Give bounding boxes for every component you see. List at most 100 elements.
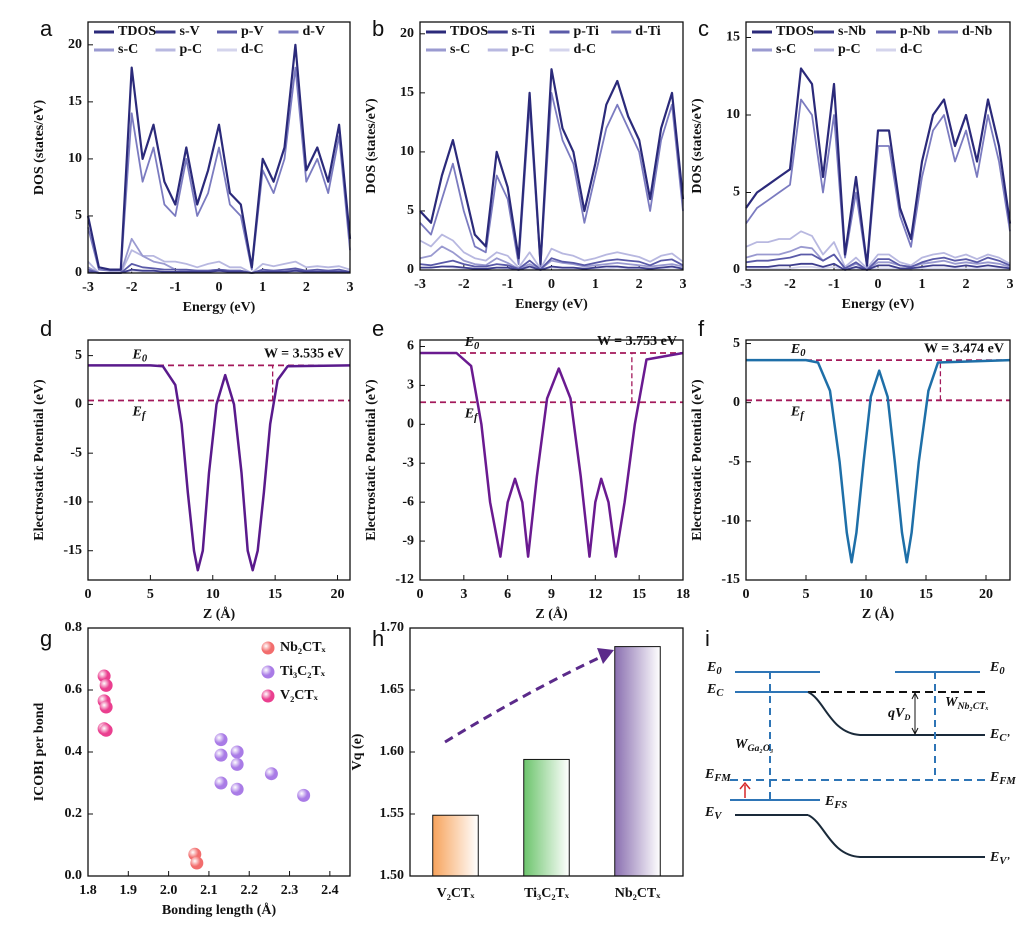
- x-tick-label: 2.2: [240, 883, 258, 898]
- x-tick-label: 2: [636, 277, 643, 292]
- x-tick-label: -3: [414, 277, 426, 292]
- y-tick-label: -15: [63, 543, 82, 558]
- x-tick-label: Nb₂CTₓ: [615, 886, 662, 901]
- panel-label: d: [40, 316, 52, 341]
- x-tick-label: -3: [740, 277, 752, 292]
- label: qVD: [888, 706, 910, 722]
- y-tick-label: 0.8: [65, 620, 83, 635]
- point: [214, 733, 228, 747]
- label: E0: [706, 660, 722, 677]
- y-tick-label: -10: [721, 513, 740, 528]
- legend-label: TDOS: [118, 24, 156, 39]
- plot-frame: [87, 339, 351, 581]
- label-base: E: [706, 660, 716, 675]
- label-sub: V: [714, 811, 722, 822]
- point: [297, 788, 311, 802]
- x-axis-label: Z (Å): [203, 606, 236, 622]
- trend-arrow: [444, 653, 606, 744]
- x-tick-label: Ti₃C₂Tₓ: [524, 886, 570, 901]
- y-tick-label: 20: [400, 26, 414, 41]
- label-base: E: [989, 727, 999, 742]
- plot-frame: [419, 339, 684, 581]
- y-tick-label: -9: [402, 533, 414, 548]
- panel-label: h: [372, 626, 384, 651]
- dos-line: [87, 66, 351, 272]
- panel-label: e: [372, 316, 384, 341]
- x-tick-label: 6: [504, 587, 511, 602]
- bar: [614, 646, 661, 877]
- label-base: E: [132, 405, 142, 420]
- point: [230, 745, 244, 759]
- label-sub: f: [800, 411, 805, 422]
- dos-line: [745, 253, 1011, 271]
- label: Ef: [464, 406, 479, 423]
- legend-label: s-Nb: [838, 24, 866, 39]
- plot-frame: [87, 21, 351, 274]
- label-base: qV: [888, 706, 906, 721]
- x-tick-label: 0: [85, 587, 92, 602]
- x-tick-label: 2.0: [160, 883, 178, 898]
- x-tick-label: 15: [632, 587, 646, 602]
- label: E0: [989, 660, 1005, 677]
- y-tick-label: 1.65: [380, 682, 405, 697]
- x-tick-label: 3: [680, 277, 687, 292]
- plot-frame: [419, 21, 684, 271]
- label-base: E: [464, 406, 474, 421]
- plot-frame: [87, 627, 351, 877]
- potential-line: [420, 351, 684, 558]
- label-sub: Ga₂O₃: [747, 743, 773, 754]
- y-axis-label: DOS (states/eV): [364, 98, 379, 194]
- dos-line: [86, 43, 352, 271]
- bar: [523, 758, 570, 877]
- point: [214, 776, 228, 790]
- x-tick-label: 3: [347, 280, 354, 295]
- x-tick-label: 2.3: [281, 883, 299, 898]
- y-tick-label: 1.60: [380, 744, 405, 759]
- label-base: W: [735, 737, 749, 752]
- x-tick-label: 0: [417, 587, 424, 602]
- y-tick-label: -10: [63, 494, 82, 509]
- legend-label: s-C: [450, 42, 470, 57]
- legend-label: p-V: [241, 24, 264, 39]
- panel-label: b: [372, 16, 384, 41]
- y-axis-label: DOS (states/eV): [32, 100, 47, 196]
- panel-label: a: [40, 16, 53, 41]
- y-axis-label: Electrostatic Potential (eV): [364, 379, 379, 541]
- legend-label: p-Ti: [574, 24, 600, 39]
- point: [190, 856, 204, 870]
- label: E0: [464, 335, 480, 352]
- y-axis-label: DOS (states/eV): [690, 98, 705, 194]
- label-base: E: [824, 794, 834, 809]
- x-tick-label: -1: [502, 277, 514, 292]
- label: EC’: [989, 727, 1010, 744]
- x-tick-label: V₂CTₓ: [437, 886, 476, 901]
- dos-line: [420, 265, 684, 271]
- y-tick-label: 1.70: [380, 620, 405, 635]
- label: E0: [790, 342, 806, 359]
- y-tick-label: 0: [407, 262, 414, 277]
- x-tick-label: 0: [875, 277, 882, 292]
- y-axis-label: Vq (e): [350, 733, 365, 770]
- dos-line: [87, 268, 350, 274]
- x-tick-label: 1.9: [120, 883, 138, 898]
- label: WGa₂O₃: [735, 737, 773, 754]
- point: [99, 723, 113, 737]
- label: EFS: [824, 794, 847, 811]
- dos-line: [745, 245, 1011, 271]
- work-function-label: W = 3.753 eV: [597, 334, 677, 349]
- plot-frame: [745, 21, 1011, 271]
- legend-label: s-C: [118, 42, 138, 57]
- x-axis-label: Energy (eV): [842, 297, 915, 312]
- x-axis-label: Z (Å): [535, 606, 568, 622]
- label-sub: V’: [999, 856, 1010, 867]
- y-tick-label: 10: [400, 144, 414, 159]
- legend-marker: [261, 641, 275, 655]
- label-sub: C: [716, 688, 724, 699]
- x-tick-label: 0: [548, 277, 555, 292]
- y-axis-label: Electrostatic Potential (eV): [690, 379, 705, 541]
- dos-line: [419, 233, 684, 270]
- point: [214, 748, 228, 762]
- legend-label: Ti₃C₂Tₓ: [280, 664, 326, 679]
- arrow-head: [911, 691, 919, 736]
